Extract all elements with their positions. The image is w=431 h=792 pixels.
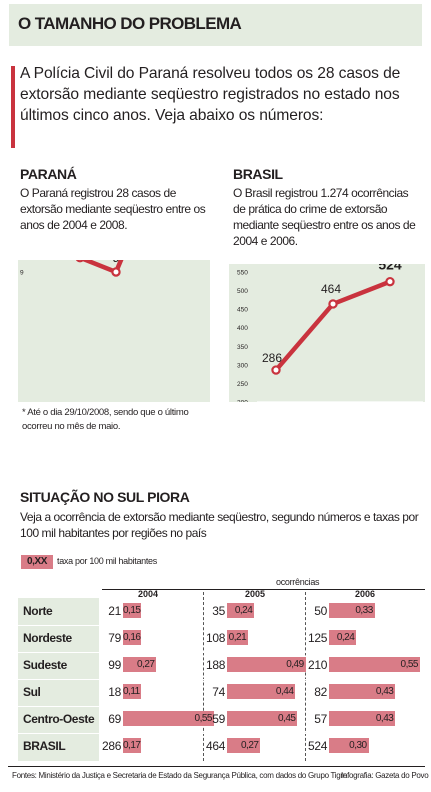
rate-bar: 0,30 [329,738,369,753]
undefined-y-tick: 500 [237,288,248,295]
rate-bar: 0,16 [123,630,141,645]
intro-text: A Polícia Civil do Paraná resolveu todos… [20,65,401,124]
rate-bar: 0,27 [227,738,261,753]
row-separator [18,679,425,680]
undefined-y-tick: 250 [237,381,248,388]
table-subtitle: Veja a ocorrência de extorsão mediante s… [20,510,419,540]
table-title: SITUAÇÃO NO SUL PIORA [20,489,190,505]
rate-bar: 0,49 [227,657,306,672]
occurrences-label: ocorrências [276,577,320,587]
rate-bar: 0,24 [329,630,357,645]
rate-bar: 0,24 [227,603,255,618]
brasil-description: O Brasil registrou 1.274 ocorrências de … [233,186,416,248]
undefined-data-point [75,260,85,263]
occurrence-count: 50 [314,604,327,618]
footer-rule [8,766,425,767]
rate-bar: 0,33 [329,603,375,618]
undefined-y-tick: 450 [237,307,248,314]
occurrence-count: 108 [206,631,226,645]
rate-bar: 0,55 [329,657,420,672]
occurrences-rule [102,589,425,590]
brasil-line-chart: 2002503003504004505005502864645242004200… [237,264,423,403]
rate-bar: 0,55 [123,711,214,726]
intro-accent-rule [11,66,15,148]
page-title: O TAMANHO DO PROBLEMA [18,14,242,33]
occurrence-count: 69 [108,712,121,726]
occurrence-count: 210 [308,658,328,672]
legend-label: taxa por 100 mil habitantes [57,556,157,566]
occurrence-count: 188 [206,658,226,672]
undefined-data-label: 524 [378,264,402,273]
rate-bar: 0,11 [123,684,141,699]
occurrence-count: 286 [102,739,122,753]
sources-text: Fontes: Ministério da Justiça e Secretar… [12,771,349,780]
occurrence-count: 35 [212,604,225,618]
undefined-y-tick: 9 [20,270,24,277]
region-label: Centro-Oeste [23,712,95,726]
rate-bar: 0,17 [123,738,141,753]
region-label: BRASIL [23,739,66,753]
row-separator [18,625,425,626]
rate-bar: 0,43 [329,684,396,699]
occurrence-count: 79 [108,631,121,645]
legend-swatch: 0,XX [21,555,53,569]
occurrence-count: 464 [206,739,226,753]
region-label: Nordeste [23,631,72,645]
column-separator [305,592,306,761]
undefined-data-label: 286 [262,351,282,365]
parana-chart-panel [18,260,210,402]
region-label: Sudeste [23,658,67,672]
undefined-data-label: 9 [112,260,119,265]
occurrence-count: 59 [212,712,225,726]
brasil-title: BRASIL [233,166,283,182]
row-separator [18,706,425,707]
undefined-y-tick: 550 [237,270,248,277]
undefined-data-point [385,276,395,287]
undefined-y-tick: 300 [237,362,248,369]
rate-bar: 0,27 [123,657,157,672]
region-label: Norte [23,604,53,618]
rate-bar: 0,45 [227,711,298,726]
credit-text: Infografia: Gazeta do Povo [341,771,429,780]
rate-bar: 0,44 [227,684,296,699]
header-bar [9,4,422,46]
undefined-data-point [328,299,338,309]
row-separator [18,652,425,653]
row-separator [18,733,425,734]
occurrence-count: 18 [108,685,121,699]
occurrence-count: 99 [108,658,121,672]
parana-description: O Paraná registrou 28 casos de extorsão … [20,186,206,232]
parana-line-chart: 01234567896893220042005200620072008* [20,260,124,277]
occurrence-count: 82 [314,685,327,699]
rate-bar: 0,15 [123,603,141,618]
occurrence-count: 21 [108,604,121,618]
occurrence-count: 74 [212,685,225,699]
undefined-data-point [111,267,121,277]
occurrence-count: 524 [308,739,328,753]
undefined-y-tick: 400 [237,325,248,332]
parana-footnote: * Até o dia 29/10/2008, sendo que o últi… [22,407,189,432]
rate-bar: 0,43 [329,711,396,726]
column-separator [203,592,204,761]
undefined-y-tick: 8 [20,260,24,262]
rate-bar: 0,21 [227,630,249,645]
parana-title: PARANÁ [20,166,77,182]
occurrence-count: 57 [314,712,327,726]
region-label: Sul [23,685,41,699]
undefined-data-point [271,365,281,375]
undefined-y-tick: 350 [237,344,248,351]
undefined-data-label: 464 [321,282,341,296]
occurrence-count: 125 [308,631,328,645]
year-header: 2004 [138,589,159,599]
undefined-y-tick: 200 [237,400,248,403]
brasil-chart-panel [229,264,425,402]
year-header: 2005 [245,589,266,599]
year-header: 2006 [355,589,376,599]
